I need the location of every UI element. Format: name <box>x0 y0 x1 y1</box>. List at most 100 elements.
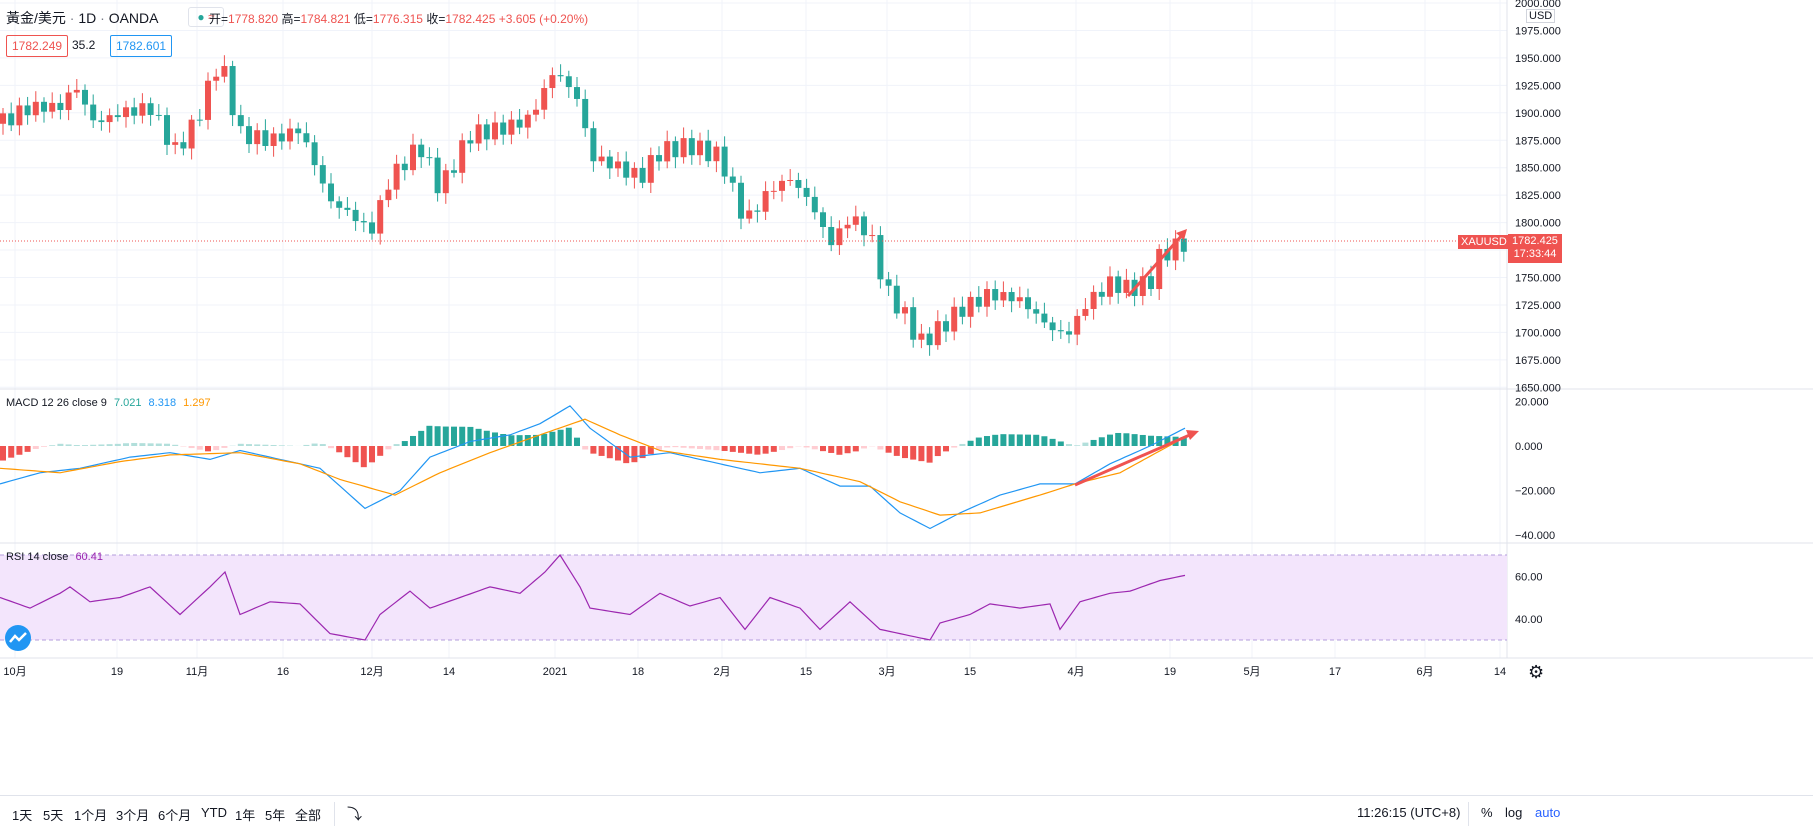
macd-histogram-bar <box>1099 437 1105 446</box>
candle-body <box>107 115 113 122</box>
macd-histogram-bar <box>812 446 818 449</box>
candle-body <box>968 297 974 317</box>
candle-body <box>943 321 949 331</box>
macd-histogram-bar <box>156 444 162 446</box>
price-tick-label: 1975.000 <box>1515 25 1561 37</box>
candle-body <box>180 142 186 148</box>
macd-histogram-bar <box>172 445 178 446</box>
macd-histogram-bar <box>607 446 613 458</box>
candle-body <box>566 76 572 87</box>
percent-toggle[interactable]: % <box>1481 805 1493 820</box>
macd-histogram-bar <box>886 446 892 453</box>
currency-label[interactable]: USD <box>1526 9 1555 23</box>
candle-body <box>910 307 916 340</box>
macd-histogram-bar <box>713 446 719 450</box>
range-1d-button[interactable]: 1天 <box>12 805 32 824</box>
macd-histogram-bar <box>722 446 728 451</box>
candle-body <box>1041 314 1047 323</box>
close-label: 收 <box>426 12 438 26</box>
candle-body <box>1000 292 1006 300</box>
candle-body <box>853 216 859 224</box>
macd-histogram-bar <box>992 435 998 446</box>
range-1y-button[interactable]: 1年 <box>235 805 255 824</box>
candle-body <box>902 307 908 313</box>
annotation-arrow-price[interactable] <box>1128 234 1183 296</box>
candle-body <box>254 130 260 144</box>
bid-price-button[interactable]: 1782.249 <box>6 35 68 57</box>
candle-body <box>492 122 498 139</box>
macd-histogram-bar <box>476 429 482 446</box>
macd-signal-line <box>0 419 1185 515</box>
macd-histogram-bar <box>517 435 523 446</box>
ask-price-button[interactable]: 1782.601 <box>110 35 172 57</box>
candle-body <box>213 77 219 81</box>
clock-display[interactable]: 11:26:15 (UTC+8) <box>1357 805 1460 820</box>
range-3m-button[interactable]: 3个月 <box>116 805 149 824</box>
range-6m-button[interactable]: 6个月 <box>158 805 191 824</box>
spread-value: 35.2 <box>72 38 95 52</box>
candle-body <box>845 225 851 229</box>
macd-histogram-bar <box>205 446 211 451</box>
auto-toggle[interactable]: auto <box>1535 805 1560 820</box>
macd-histogram-bar <box>1017 434 1023 446</box>
log-toggle[interactable]: log <box>1505 805 1522 820</box>
macd-histogram-bar <box>459 427 465 446</box>
candle-body <box>98 120 104 122</box>
macd-histogram-bar <box>804 446 810 447</box>
macd-histogram-bar <box>221 446 227 448</box>
macd-histogram-bar <box>1123 433 1129 446</box>
time-tick-label: 18 <box>632 666 644 678</box>
macd-histogram-bar <box>254 444 260 446</box>
symbol-price-tag: XAUUSD <box>1458 235 1510 249</box>
settings-gear-icon[interactable]: ⚙ <box>1528 662 1544 683</box>
symbol-name[interactable]: 黃金/美元 <box>6 10 66 26</box>
range-all-button[interactable]: 全部 <box>295 805 321 824</box>
candle-body <box>361 221 367 222</box>
macd-histogram-bar <box>271 445 277 446</box>
macd-histogram-bar <box>582 446 588 449</box>
macd-title[interactable]: MACD 12 26 close 9 <box>6 397 107 409</box>
macd-histogram-bar <box>57 444 63 446</box>
candlestick-series <box>0 55 1187 356</box>
time-tick-label: 14 <box>1494 666 1506 678</box>
candle-body <box>787 180 793 181</box>
macd-histogram-bar <box>123 443 129 446</box>
time-tick-label: 15 <box>964 666 976 678</box>
macd-histogram-bar <box>139 443 145 446</box>
macd-histogram-bar <box>344 446 350 457</box>
candle-body <box>935 321 941 345</box>
candle-body <box>41 102 47 112</box>
high-label: 高 <box>281 12 293 26</box>
range-5y-button[interactable]: 5年 <box>265 805 285 824</box>
macd-histogram-bar <box>541 434 547 446</box>
macd-legend: MACD 12 26 close 9 7.021 8.318 1.297 <box>6 397 211 409</box>
macd-histogram-bar <box>779 446 785 450</box>
macd-histogram-bar <box>66 444 72 446</box>
candle-body <box>582 99 588 128</box>
bottom-divider <box>1468 802 1469 826</box>
macd-histogram-bar <box>853 446 859 451</box>
macd-histogram-bar <box>697 446 703 449</box>
macd-histogram-bar <box>197 446 203 450</box>
macd-tick-label: −40.000 <box>1515 530 1555 542</box>
rsi-title[interactable]: RSI 14 close <box>6 551 68 563</box>
symbol-interval[interactable]: 1D <box>78 10 96 26</box>
range-5d-button[interactable]: 5天 <box>43 805 63 824</box>
candle-body <box>369 222 375 233</box>
candle-body <box>1050 322 1056 330</box>
goto-date-icon[interactable]: ⤵ <box>347 803 362 824</box>
macd-histogram-bar <box>705 446 711 450</box>
range-1m-button[interactable]: 1个月 <box>74 805 107 824</box>
tradingview-logo-icon[interactable] <box>5 625 31 651</box>
macd-histogram-bar <box>672 446 678 447</box>
macd-histogram-bar <box>148 443 154 446</box>
macd-histogram-bar <box>353 446 359 462</box>
macd-histogram-bar <box>451 427 457 446</box>
macd-histogram-bar <box>828 446 834 453</box>
macd-histogram-bar <box>590 446 596 454</box>
candle-body <box>353 210 359 221</box>
macd-histogram-bar <box>935 446 941 456</box>
macd-histogram-bar <box>279 445 285 446</box>
range-ytd-button[interactable]: YTD <box>201 805 227 820</box>
candle-body <box>861 216 867 235</box>
